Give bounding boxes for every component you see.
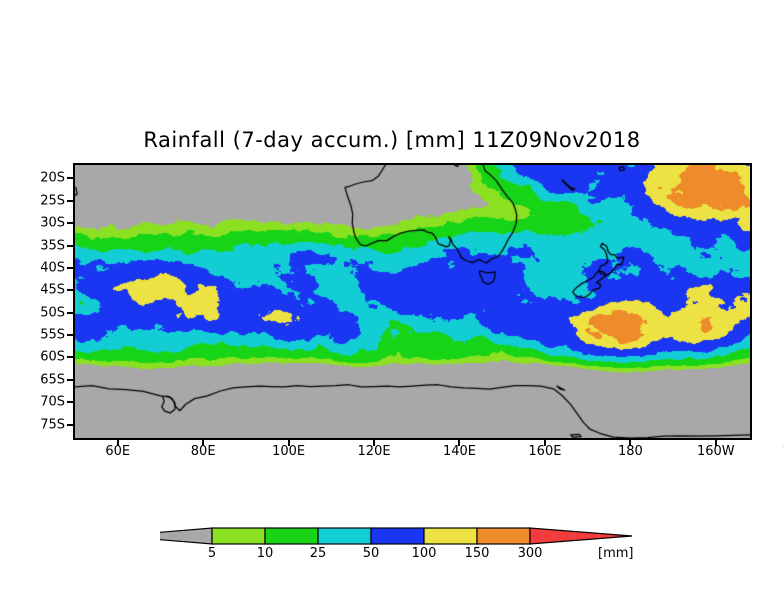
y-tick-label: 65S xyxy=(40,372,65,388)
x-tick-mark xyxy=(629,440,632,446)
colorbar-tick-label: 25 xyxy=(309,546,327,561)
y-tick-label: 60S xyxy=(40,349,65,365)
colorbar[interactable]: [mm] 5 10 25 50 100 150 300 xyxy=(160,524,650,574)
y-tick-mark xyxy=(67,177,73,180)
y-tick-mark xyxy=(67,311,73,314)
x-tick-mark xyxy=(287,440,290,446)
colorbar-swatch xyxy=(211,527,266,545)
colorbar-unit-label: [mm] xyxy=(598,546,634,561)
x-tick-mark xyxy=(543,440,546,446)
colorbar-swatch xyxy=(476,527,531,545)
y-tick-label: 70S xyxy=(40,394,65,410)
chart-title: Rainfall (7-day accum.) [mm] 11Z09Nov201… xyxy=(143,128,641,152)
y-axis-labels: 20S 25S 30S 35S 40S 45S 50S 55S 60S 65S 70S 75S xyxy=(15,0,65,612)
y-tick-label: 25S xyxy=(40,193,65,209)
y-tick-label: 45S xyxy=(40,282,65,298)
x-tick-label: 140W xyxy=(782,444,784,459)
x-tick-mark xyxy=(116,440,119,446)
y-tick-mark xyxy=(67,401,73,404)
x-tick-label: 100E xyxy=(272,444,306,459)
x-tick-label: 180 xyxy=(617,444,643,459)
x-tick-label: 160E xyxy=(528,444,562,459)
y-tick-mark xyxy=(67,266,73,269)
colorbar-tick-label: 300 xyxy=(517,546,543,561)
x-tick-label: 120E xyxy=(357,444,391,459)
colorbar-tick-label: 50 xyxy=(362,546,380,561)
y-tick-mark xyxy=(67,356,73,359)
x-tick-mark xyxy=(458,440,461,446)
colorbar-tick-label: 150 xyxy=(464,546,490,561)
y-tick-mark xyxy=(67,222,73,225)
colorbar-tick-label: 5 xyxy=(207,546,217,561)
colorbar-swatch xyxy=(423,527,478,545)
y-tick-mark xyxy=(67,199,73,202)
colorbar-tick-label: 100 xyxy=(411,546,437,561)
y-tick-mark xyxy=(67,289,73,292)
y-tick-label: 40S xyxy=(40,260,65,276)
colorbar-over-arrow xyxy=(529,527,633,545)
x-tick-label: 80E xyxy=(190,444,216,459)
x-tick-label: 60E xyxy=(105,444,131,459)
x-tick-mark xyxy=(202,440,205,446)
colorbar-swatch xyxy=(317,527,372,545)
colorbar-under-arrow xyxy=(160,527,213,545)
y-tick-mark xyxy=(67,334,73,337)
y-tick-label: 50S xyxy=(40,305,65,321)
x-tick-label: 140E xyxy=(442,444,476,459)
rainfall-raster xyxy=(75,165,750,438)
y-tick-label: 35S xyxy=(40,238,65,254)
colorbar-tick-label: 10 xyxy=(256,546,274,561)
x-tick-label: 160W xyxy=(696,444,735,459)
colorbar-swatch xyxy=(370,527,425,545)
colorbar-swatches xyxy=(160,527,633,545)
y-tick-mark xyxy=(67,378,73,381)
colorbar-swatch xyxy=(264,527,319,545)
map-plot-area[interactable] xyxy=(73,163,752,440)
y-tick-label: 20S xyxy=(40,170,65,186)
y-tick-label: 75S xyxy=(40,417,65,433)
y-tick-mark xyxy=(67,244,73,247)
y-tick-label: 55S xyxy=(40,327,65,343)
y-tick-mark xyxy=(67,423,73,426)
y-tick-label: 30S xyxy=(40,215,65,231)
x-tick-mark xyxy=(373,440,376,446)
x-tick-mark xyxy=(714,440,717,446)
